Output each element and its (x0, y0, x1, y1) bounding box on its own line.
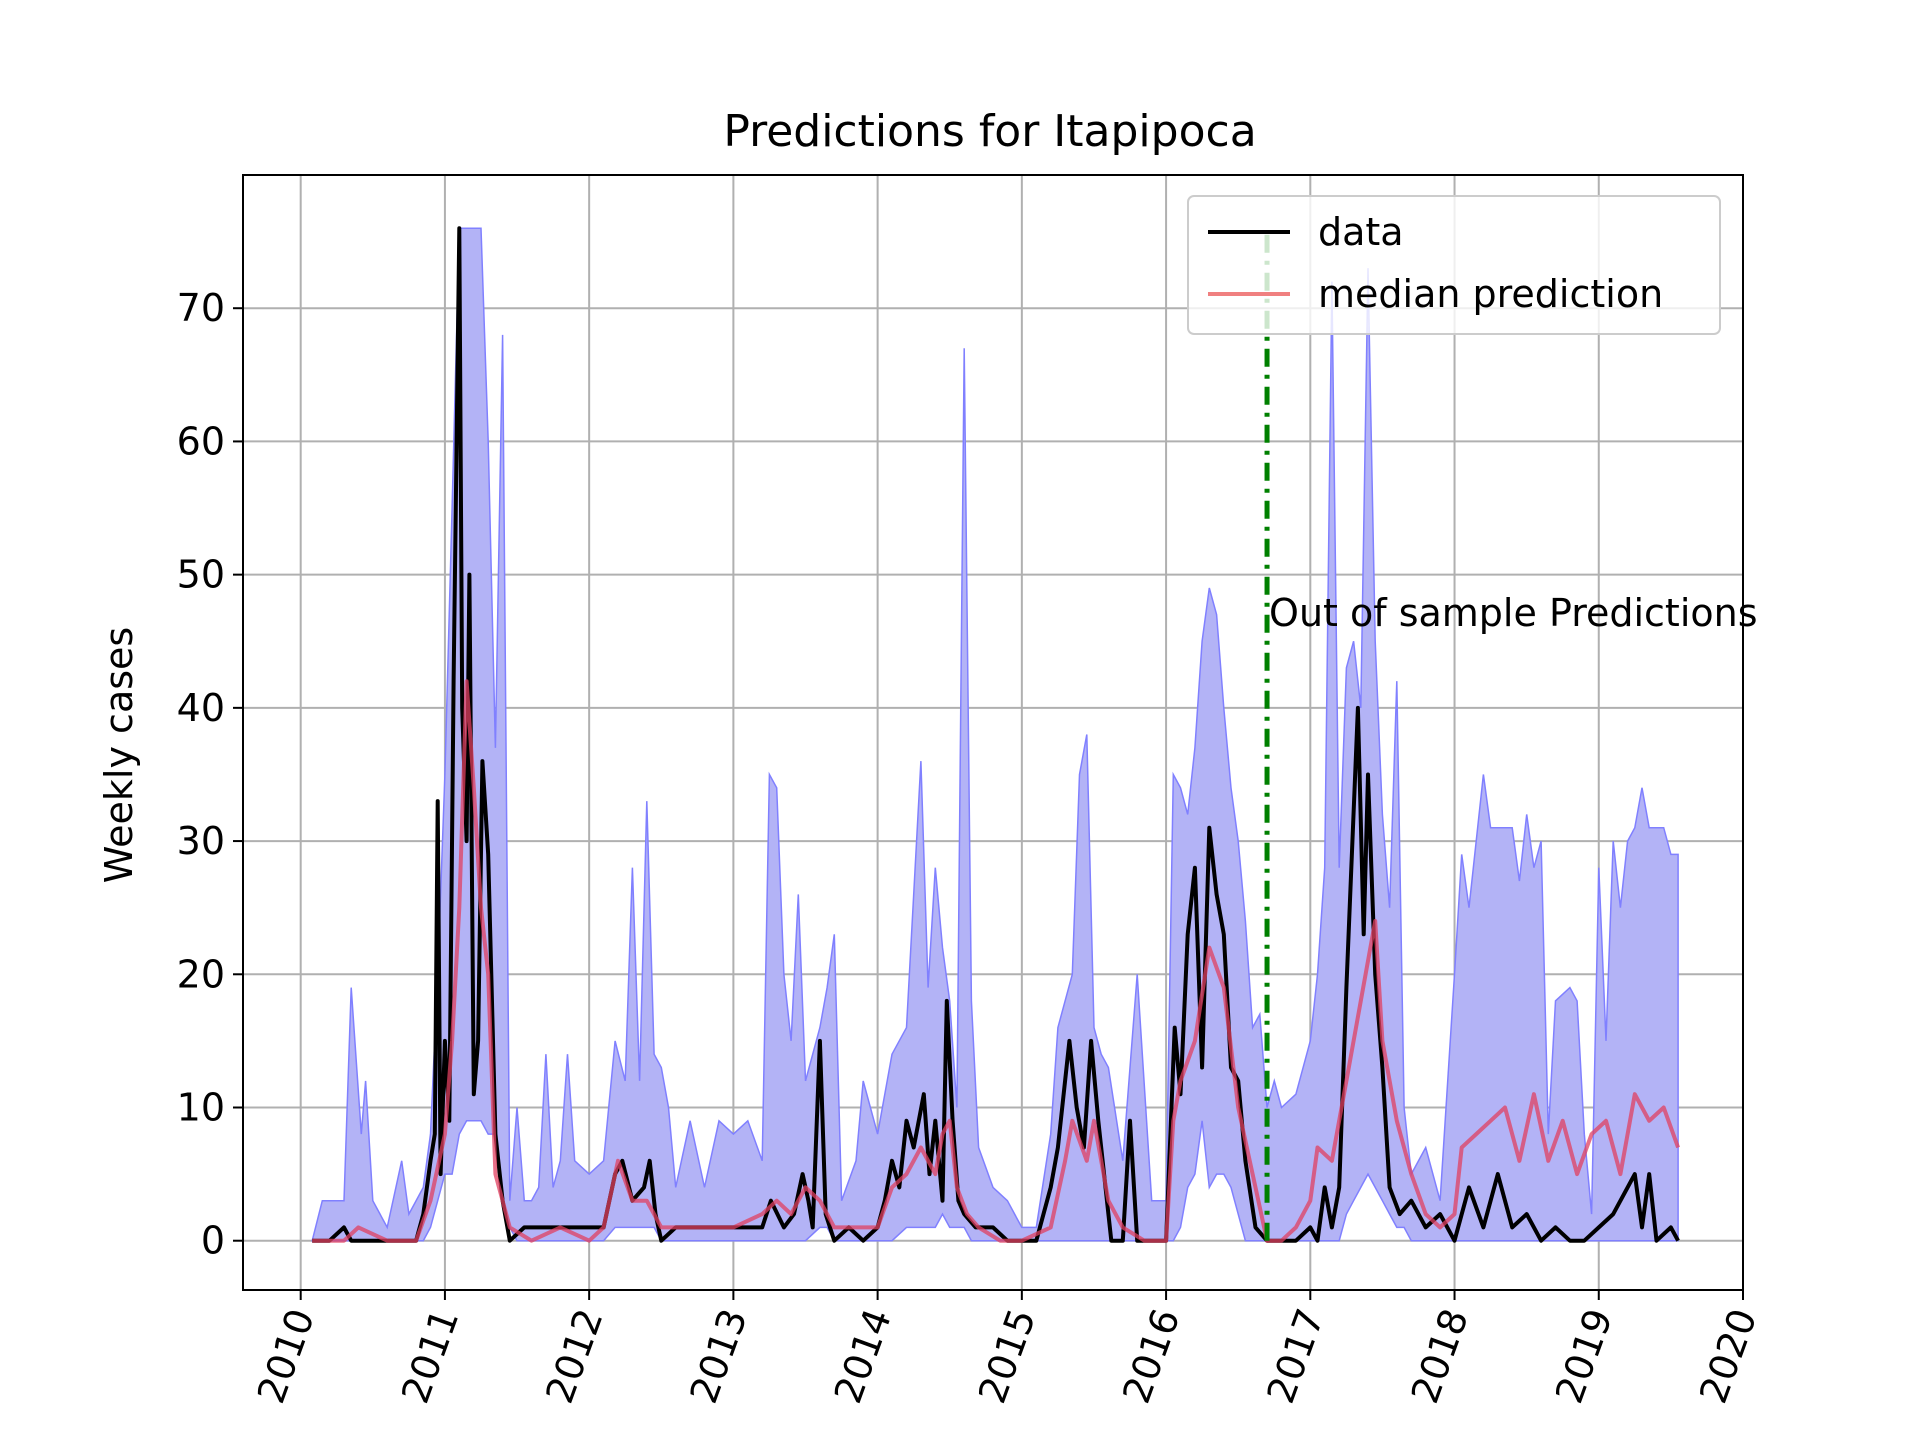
legend: data median prediction (1187, 195, 1721, 335)
y-tick-label: 30 (177, 819, 225, 863)
annotation-text: Out of sample Predictions (1269, 591, 1758, 635)
series-layer (312, 226, 1680, 1243)
prediction-band-area (311, 227, 1679, 1242)
y-tick-label: 0 (201, 1219, 225, 1263)
chart-title: Predictions for Itapipoca (723, 106, 1256, 157)
plot-frame (242, 174, 1744, 1291)
y-tick-label: 50 (177, 553, 225, 597)
legend-box (1187, 195, 1721, 335)
y-tick-label: 70 (177, 286, 225, 330)
legend-label: data (1318, 210, 1404, 254)
y-tick-label: 20 (177, 952, 225, 996)
y-tick-label: 60 (177, 419, 225, 463)
y-axis: 0 10 20 30 40 50 60 70 (177, 286, 243, 1263)
y-tick-label: 40 (177, 686, 225, 730)
legend-label: median prediction (1318, 272, 1663, 316)
y-tick-label: 10 (177, 1085, 225, 1129)
y-axis-label: Weekly cases (97, 627, 141, 883)
prediction-band (311, 227, 1679, 1242)
series-line-median-prediction (312, 679, 1680, 1243)
